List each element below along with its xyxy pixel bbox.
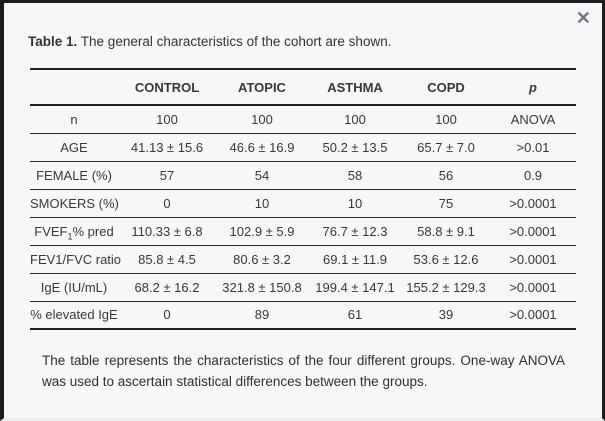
table-row: FEV1/FVC ratio 85.8 ± 4.5 80.6 ± 3.2 69.… xyxy=(30,244,576,273)
table-footnote: The table represents the characteristics… xyxy=(42,353,565,389)
cell-copd-value: 53.6 ± 12.6 xyxy=(402,244,490,273)
cell-p-value: >0.0001 xyxy=(490,216,576,245)
cell-copd-value: 39 xyxy=(402,300,490,329)
cell-asthma-value: 10 xyxy=(308,188,402,217)
cell-atopic-value: 80.6 ± 3.2 xyxy=(216,244,308,273)
table-row: n 100 100 100 100 ANOVA xyxy=(30,105,576,133)
cell-p-value: >0.0001 xyxy=(490,300,576,329)
row-label: AGE xyxy=(30,132,118,161)
cell-p-value: ANOVA xyxy=(510,111,556,127)
cell-atopic-value: 54 xyxy=(216,160,308,189)
cell-atopic-value: 10 xyxy=(216,188,308,217)
cell-p-value: >0.01 xyxy=(490,132,576,161)
cell-p-value: 0.9 xyxy=(490,160,576,189)
table-row: % elevated IgE 0 89 61 39 >0.0001 xyxy=(30,300,576,329)
table-body: n 100 100 100 100 ANOVA AGE 41.13 ± 15.6… xyxy=(30,105,576,329)
cell-copd-value: 100 xyxy=(435,111,457,127)
row-label: n xyxy=(70,111,78,127)
col-header-copd: COPD xyxy=(402,69,490,106)
cell-atopic-value: 46.6 ± 16.9 xyxy=(216,132,308,161)
table-row: AGE 41.13 ± 15.6 46.6 ± 16.9 50.2 ± 13.5… xyxy=(30,132,576,161)
table-caption-label: Table 1. xyxy=(28,34,78,49)
cell-p-value: >0.0001 xyxy=(490,188,576,217)
table-caption: Table 1. The general characteristics of … xyxy=(28,33,578,51)
cell-control-value: 100 xyxy=(156,111,178,127)
table-row: FEMALE (%) 57 54 58 56 0.9 xyxy=(30,160,576,189)
cell-asthma-value: 100 xyxy=(344,111,366,127)
row-label: FEV1/FVC ratio xyxy=(30,244,121,273)
cell-asthma-value: 50.2 ± 13.5 xyxy=(308,132,402,161)
table-row: IgE (IU/mL) 68.2 ± 16.2 321.8 ± 150.8 19… xyxy=(30,272,576,301)
col-header-asthma: ASTHMA xyxy=(308,69,402,106)
cell-atopic-value: 321.8 ± 150.8 xyxy=(216,272,308,301)
col-header-p: p xyxy=(490,69,576,106)
row-label: FVEF1% pred xyxy=(30,216,118,245)
table-row: FVEF1% pred 110.33 ± 6.8 102.9 ± 5.9 76.… xyxy=(30,216,576,245)
cell-copd-value: 65.7 ± 7.0 xyxy=(402,132,490,161)
cell-control-value: 0 xyxy=(118,188,216,217)
cell-copd-value: 155.2 ± 129.3 xyxy=(402,272,490,301)
cell-copd-value: 56 xyxy=(402,160,490,189)
col-header-atopic: ATOPIC xyxy=(216,69,308,106)
cell-asthma-value: 76.7 ± 12.3 xyxy=(308,216,402,245)
table-header-row: CONTROL ATOPIC ASTHMA COPD p xyxy=(30,69,576,106)
cell-asthma-value: 58 xyxy=(308,160,402,189)
table-row: SMOKERS (%) 0 10 10 75 >0.0001 xyxy=(30,188,576,217)
cell-control-value: 41.13 ± 15.6 xyxy=(118,132,216,161)
cell-control-value: 0 xyxy=(118,300,216,329)
col-header-empty xyxy=(30,69,118,106)
table-caption-text: The general characteristics of the cohor… xyxy=(80,34,392,49)
cell-atopic-value: 100 xyxy=(251,111,273,127)
cell-control-value: 68.2 ± 16.2 xyxy=(118,272,216,301)
cell-asthma-value: 61 xyxy=(308,300,402,329)
cell-copd-value: 75 xyxy=(402,188,490,217)
row-label: FEMALE (%) xyxy=(30,160,118,189)
close-icon[interactable]: ✕ xyxy=(575,8,591,28)
row-label: SMOKERS (%) xyxy=(30,188,119,217)
row-label: IgE (IU/mL) xyxy=(30,272,118,301)
cell-copd-value: 58.8 ± 9.1 xyxy=(402,216,490,245)
cell-atopic-value: 89 xyxy=(216,300,308,329)
cell-control-value: 110.33 ± 6.8 xyxy=(118,216,216,245)
cell-asthma-value: 69.1 ± 11.9 xyxy=(308,244,402,273)
cohort-table: CONTROL ATOPIC ASTHMA COPD p n 100 100 1… xyxy=(30,68,576,330)
cell-control-value: 57 xyxy=(118,160,216,189)
cell-p-value: >0.0001 xyxy=(490,272,576,301)
cell-control-value: 85.8 ± 4.5 xyxy=(118,244,216,273)
cell-atopic-value: 102.9 ± 5.9 xyxy=(216,216,308,245)
col-header-control: CONTROL xyxy=(118,69,216,106)
cell-p-value: >0.0001 xyxy=(490,244,576,273)
cell-asthma-value: 199.4 ± 147.1 xyxy=(308,272,402,301)
row-label: % elevated IgE xyxy=(30,300,118,329)
